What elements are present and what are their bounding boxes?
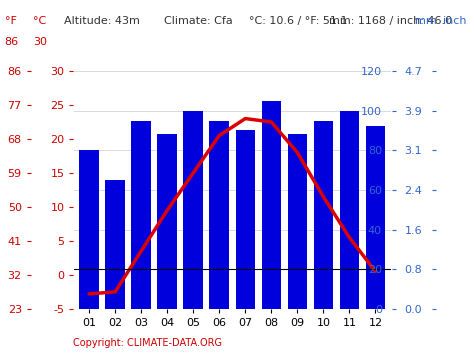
Text: inch: inch — [443, 16, 467, 26]
Bar — [79, 150, 99, 309]
Bar — [340, 111, 359, 309]
Text: Altitude: 43m: Altitude: 43m — [64, 16, 140, 26]
Text: 86: 86 — [5, 37, 19, 47]
Bar — [105, 180, 125, 309]
Text: Copyright: CLIMATE-DATA.ORG: Copyright: CLIMATE-DATA.ORG — [73, 338, 222, 348]
Bar — [262, 101, 281, 309]
Text: °F: °F — [5, 16, 17, 26]
Bar — [365, 126, 385, 309]
Text: °C: 10.6 / °F: 51.1: °C: 10.6 / °F: 51.1 — [249, 16, 347, 26]
Text: mm: mm — [415, 16, 437, 26]
Bar — [210, 121, 229, 309]
Bar — [314, 121, 333, 309]
Bar — [131, 121, 151, 309]
Bar — [157, 135, 177, 309]
Text: °C: °C — [33, 16, 46, 26]
Text: 30: 30 — [33, 37, 47, 47]
Bar — [183, 111, 203, 309]
Text: mm: 1168 / inch: 46.0: mm: 1168 / inch: 46.0 — [329, 16, 453, 26]
Bar — [288, 135, 307, 309]
Bar — [236, 130, 255, 309]
Text: Climate: Cfa: Climate: Cfa — [164, 16, 232, 26]
